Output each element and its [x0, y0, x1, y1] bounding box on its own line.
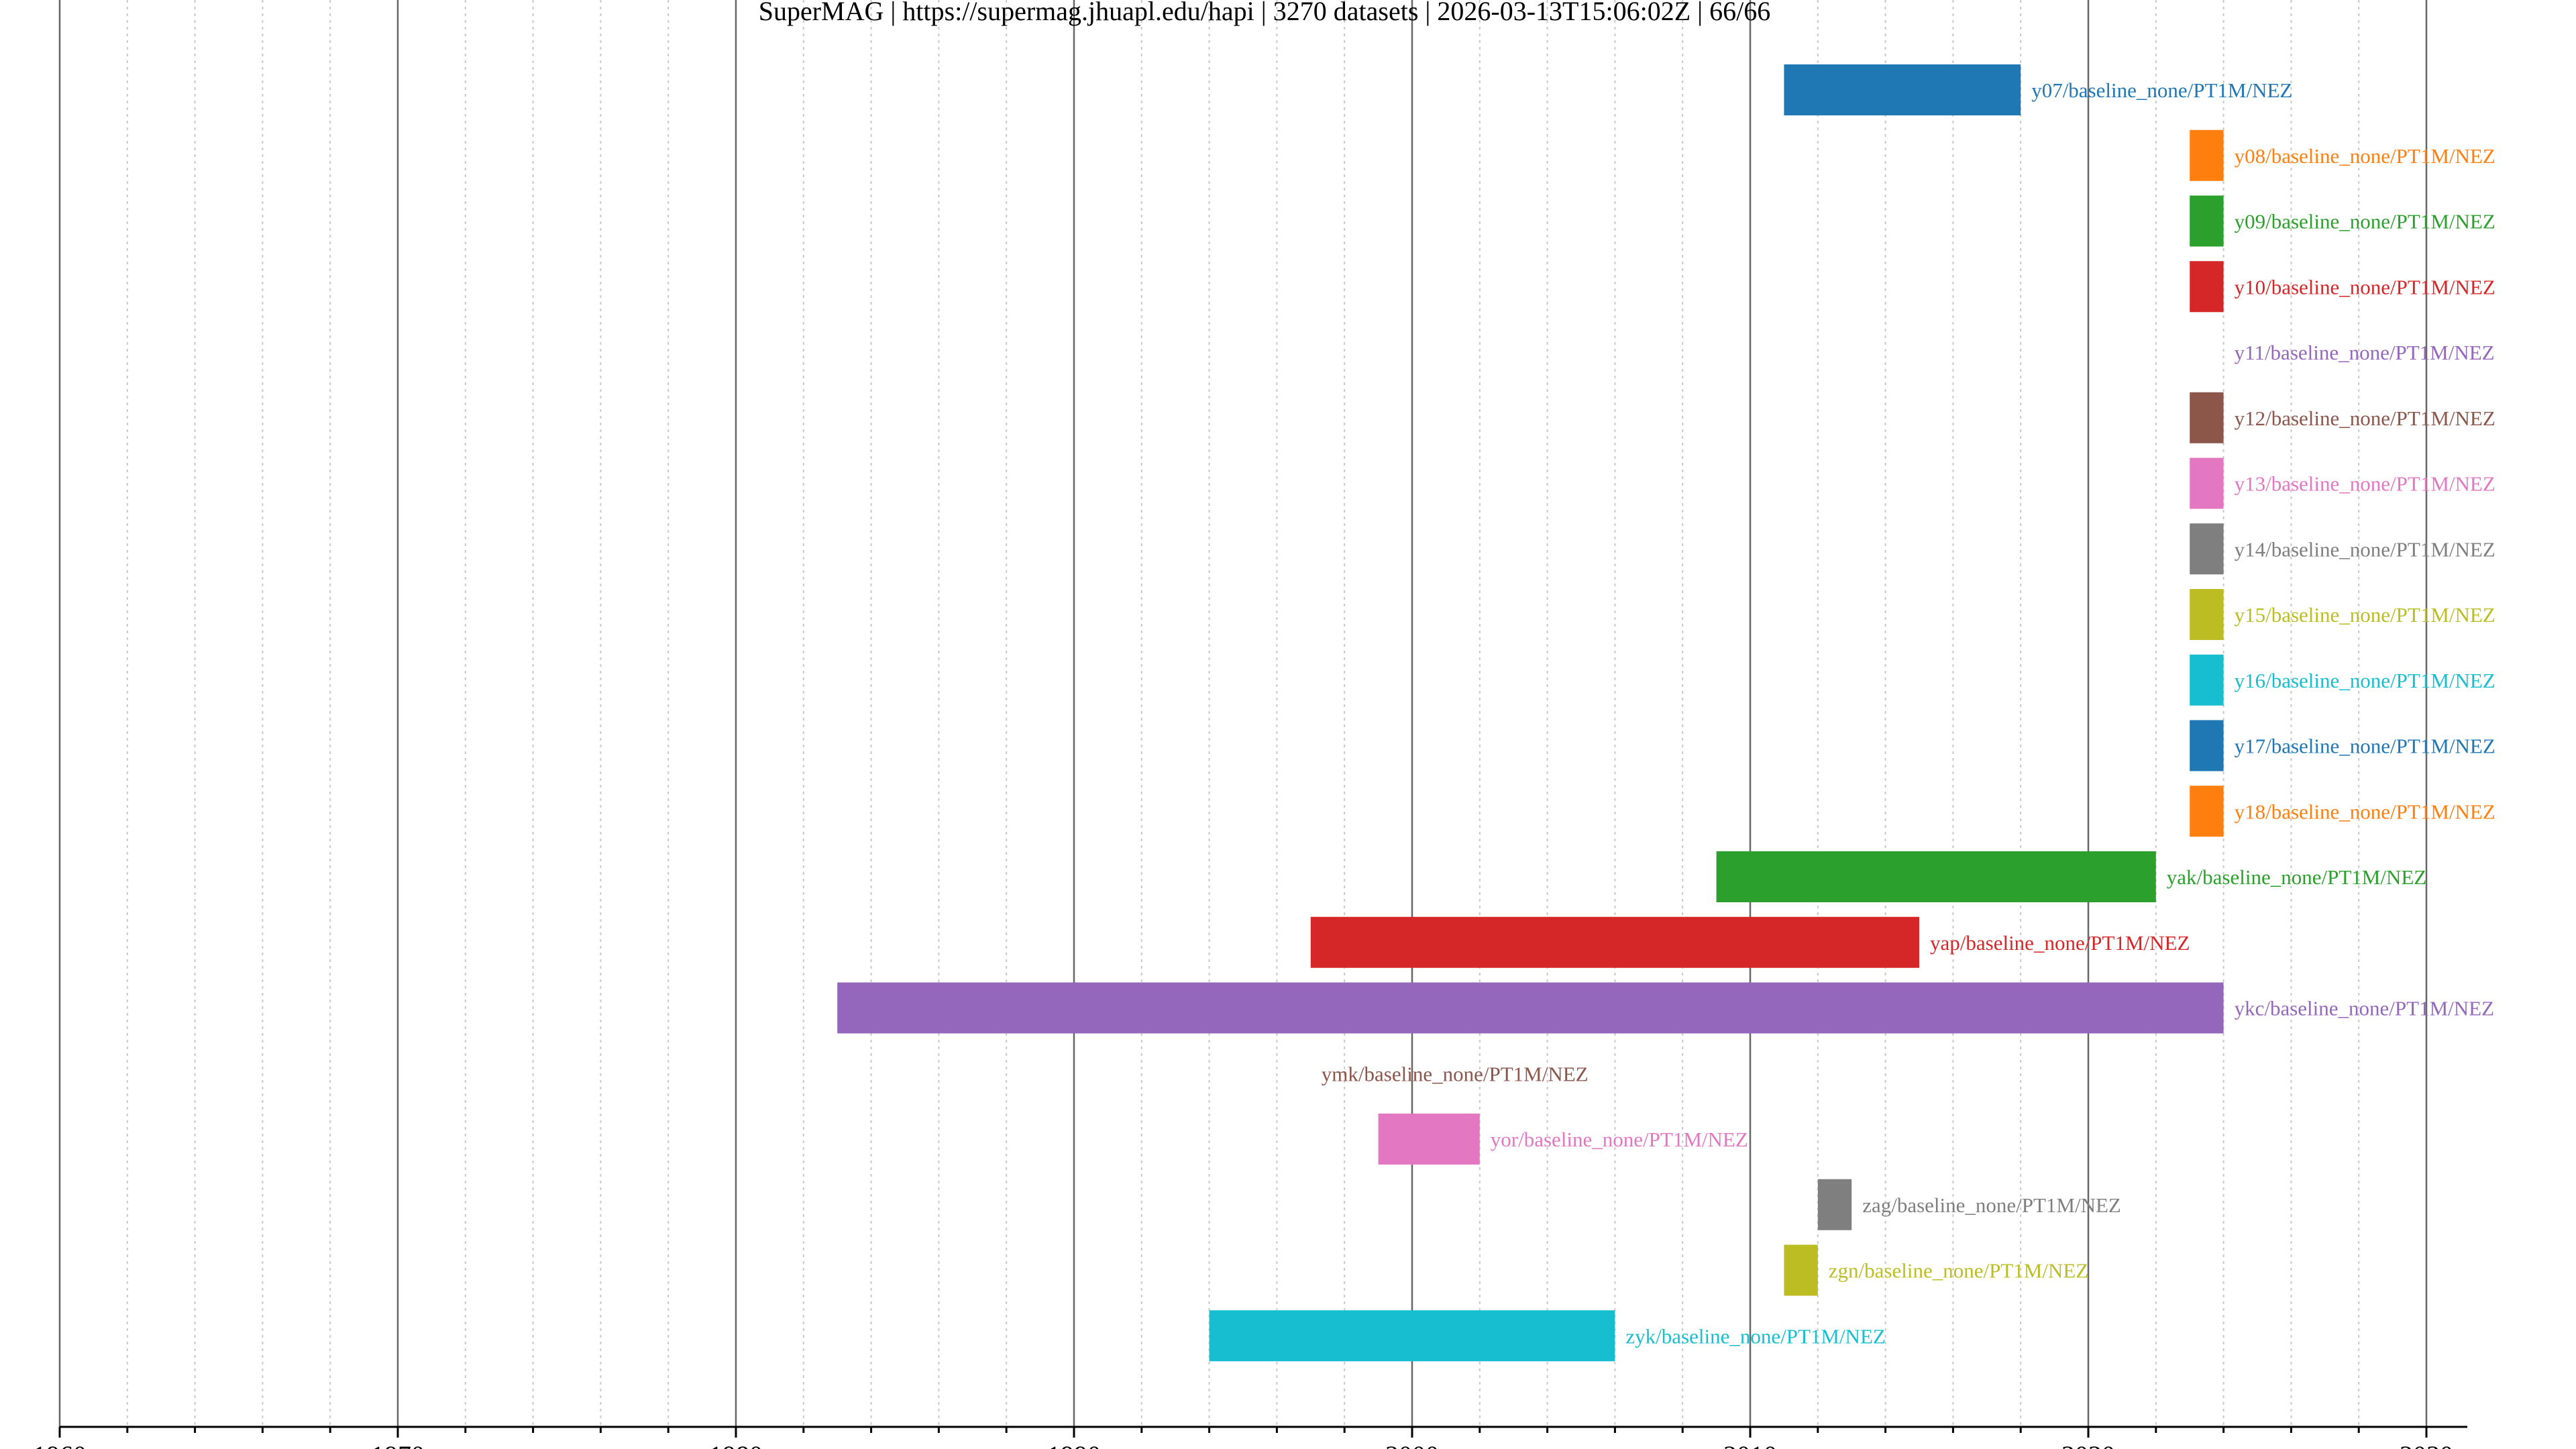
bar-label: y11/baseline_none/PT1M/NEZ: [2235, 341, 2495, 364]
timeline-bar: [2190, 654, 2224, 706]
timeline-bar: [2190, 523, 2224, 575]
timeline-bar: [2190, 458, 2224, 509]
bar-label: zyk/baseline_none/PT1M/NEZ: [1625, 1324, 1885, 1348]
timeline-bar: [2190, 392, 2224, 443]
bar-label: y08/baseline_none/PT1M/NEZ: [2235, 144, 2496, 168]
bar-label: y14/baseline_none/PT1M/NEZ: [2235, 537, 2496, 561]
x-tick-label: 2000: [1385, 1440, 1439, 1449]
timeline-bar: [2190, 261, 2224, 313]
x-tick-label: 1960: [33, 1440, 87, 1449]
bar-label: y13/baseline_none/PT1M/NEZ: [2235, 472, 2496, 496]
bar-label: ykc/baseline_none/PT1M/NEZ: [2235, 997, 2494, 1020]
bar-label: y16/baseline_none/PT1M/NEZ: [2235, 669, 2496, 692]
bar-label: yak/baseline_none/PT1M/NEZ: [2167, 865, 2426, 889]
timeline-bar: [1817, 1179, 1852, 1230]
timeline-bar: [837, 982, 2224, 1034]
timeline-bar: [2190, 720, 2224, 771]
bar-label: y18/baseline_none/PT1M/NEZ: [2235, 800, 2496, 823]
timeline-bar: [1209, 1310, 1615, 1362]
x-tick-label: 1990: [1047, 1440, 1101, 1449]
x-axis: 1960 1970 1980 1990 2000 2010 2020 2030: [33, 1426, 2467, 1449]
timeline-bar: [2190, 589, 2224, 640]
bar-label: y17/baseline_none/PT1M/NEZ: [2235, 735, 2496, 758]
timeline-bar: [2190, 786, 2224, 837]
bar-label: y07/baseline_none/PT1M/NEZ: [2031, 78, 2292, 102]
bar-label: ymk/baseline_none/PT1M/NEZ: [1322, 1062, 1589, 1085]
x-tick-label: 2010: [1723, 1440, 1777, 1449]
bar-label: yor/baseline_none/PT1M/NEZ: [1491, 1128, 1748, 1151]
bar-label: zag/baseline_none/PT1M/NEZ: [1862, 1193, 2121, 1217]
bars: y07/baseline_none/PT1M/NEZ y08/baseline_n…: [837, 64, 2496, 1362]
x-tick-label: 2020: [2061, 1440, 2115, 1449]
bar-label: y09/baseline_none/PT1M/NEZ: [2235, 210, 2496, 233]
bar-label: zgn/baseline_none/PT1M/NEZ: [1829, 1259, 2088, 1283]
bar-label: y10/baseline_none/PT1M/NEZ: [2235, 275, 2496, 299]
timeline-bar: [2190, 129, 2224, 181]
timeline-bar: [1310, 916, 1919, 968]
timeline-bar: [1378, 1114, 1480, 1165]
x-tick-label: 1970: [371, 1440, 425, 1449]
bar-label: yap/baseline_none/PT1M/NEZ: [1930, 931, 2190, 955]
timeline-bar: [1784, 1244, 1818, 1296]
bar-label: y15/baseline_none/PT1M/NEZ: [2235, 603, 2496, 627]
chart-title: SuperMAG | https://supermag.jhuapl.edu/h…: [759, 0, 1771, 26]
timeline-bar: [1784, 64, 2021, 115]
bar-label: y12/baseline_none/PT1M/NEZ: [2235, 407, 2496, 430]
timeline-bar: [2190, 195, 2224, 247]
x-tick-label: 2030: [2400, 1440, 2453, 1449]
x-tick-label: 1980: [709, 1440, 763, 1449]
timeline-bar: [1716, 851, 2156, 902]
